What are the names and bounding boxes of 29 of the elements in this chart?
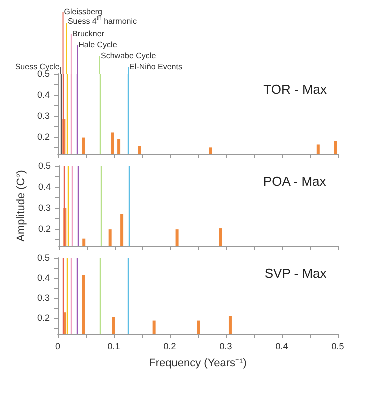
- y-tick-label: 0.3: [38, 203, 51, 214]
- x-tick-label: 0.2: [164, 342, 176, 352]
- text: TOR - Max: [264, 82, 328, 97]
- ref-line-label: Suess Cycle: [15, 62, 60, 72]
- y-tick-label: 0.2: [37, 132, 50, 142]
- x-tick-label: 0.5: [332, 342, 344, 352]
- y-axis-title: Amplitude (C°): [16, 170, 28, 242]
- y-tick-label: 0.4: [37, 90, 50, 100]
- y-tick-label: 0.5: [37, 69, 50, 79]
- x-tick-label: 0: [55, 342, 61, 352]
- x-tick-label: 0.4: [276, 342, 288, 352]
- y-tick-label: 0.2: [38, 224, 51, 234]
- x-tick-label: 0.1: [108, 342, 120, 352]
- y-tick-label: 0.3: [37, 111, 50, 122]
- x-tick-label: 0.3: [220, 342, 232, 352]
- x-axis-title: Frequency (Years⁻¹): [149, 358, 247, 370]
- ref-line-label: Gleissberg: [64, 8, 103, 16]
- y-tick-label: 0.2: [37, 313, 50, 323]
- y-tick-label: 0.5: [38, 161, 51, 171]
- y-tick-label: 0.4: [38, 182, 51, 192]
- y-tick-label: 0.5: [37, 253, 50, 263]
- ref-line-label: Bruckner: [72, 30, 105, 38]
- ref-line-label: Hale Cycle: [78, 40, 118, 50]
- ref-line-label: Schwabe Cycle: [101, 52, 157, 60]
- text: SVP - Max: [264, 266, 328, 281]
- y-tick-label: 0.4: [37, 273, 50, 283]
- text: POA - Max: [263, 174, 327, 189]
- y-tick-label: 0.3: [37, 293, 50, 303]
- legend-label: El-Niño Events: [130, 62, 182, 72]
